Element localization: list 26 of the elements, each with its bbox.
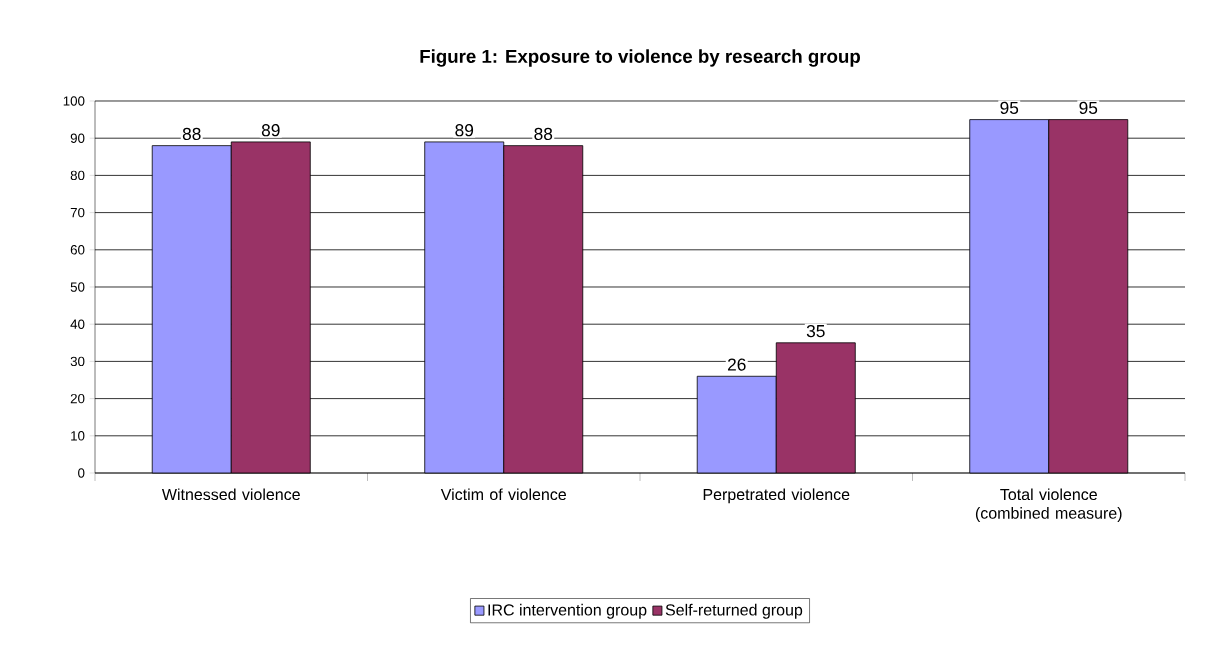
legend-label: Self-returned group [665, 603, 803, 619]
x-tick-label: Victim of violence [440, 488, 566, 501]
y-tick-label: 40 [70, 319, 85, 329]
x-tick-label: Perpetrated violence [703, 488, 850, 504]
chart-title: Figure 1: Exposure to violence by research group [420, 49, 861, 67]
data-label: 88 [182, 127, 201, 141]
x-tick-label: Witnessed violence [161, 488, 300, 501]
data-label: 95 [1000, 101, 1019, 114]
y-tick-label: 60 [70, 245, 85, 255]
y-tick-label: 10 [71, 431, 85, 441]
data-label: 95 [1079, 101, 1098, 114]
x-tick-label: Total violence (combined measure) [975, 488, 1122, 522]
y-tick-label: 0 [78, 468, 85, 478]
y-tick-label: 70 [70, 207, 85, 218]
y-tick-label: 80 [70, 170, 85, 181]
y-tick-label: 20 [70, 393, 85, 404]
data-label: 88 [534, 127, 553, 141]
y-tick-label: 30 [70, 356, 85, 367]
y-tick-label: 100 [63, 96, 85, 106]
data-label: 89 [261, 124, 280, 137]
data-label: 89 [455, 124, 474, 137]
legend-label: IRC intervention group [488, 603, 647, 619]
data-label: 35 [806, 324, 825, 338]
y-tick-label: 50 [70, 282, 85, 292]
data-label: 26 [727, 358, 746, 371]
y-tick-label: 90 [70, 133, 85, 143]
